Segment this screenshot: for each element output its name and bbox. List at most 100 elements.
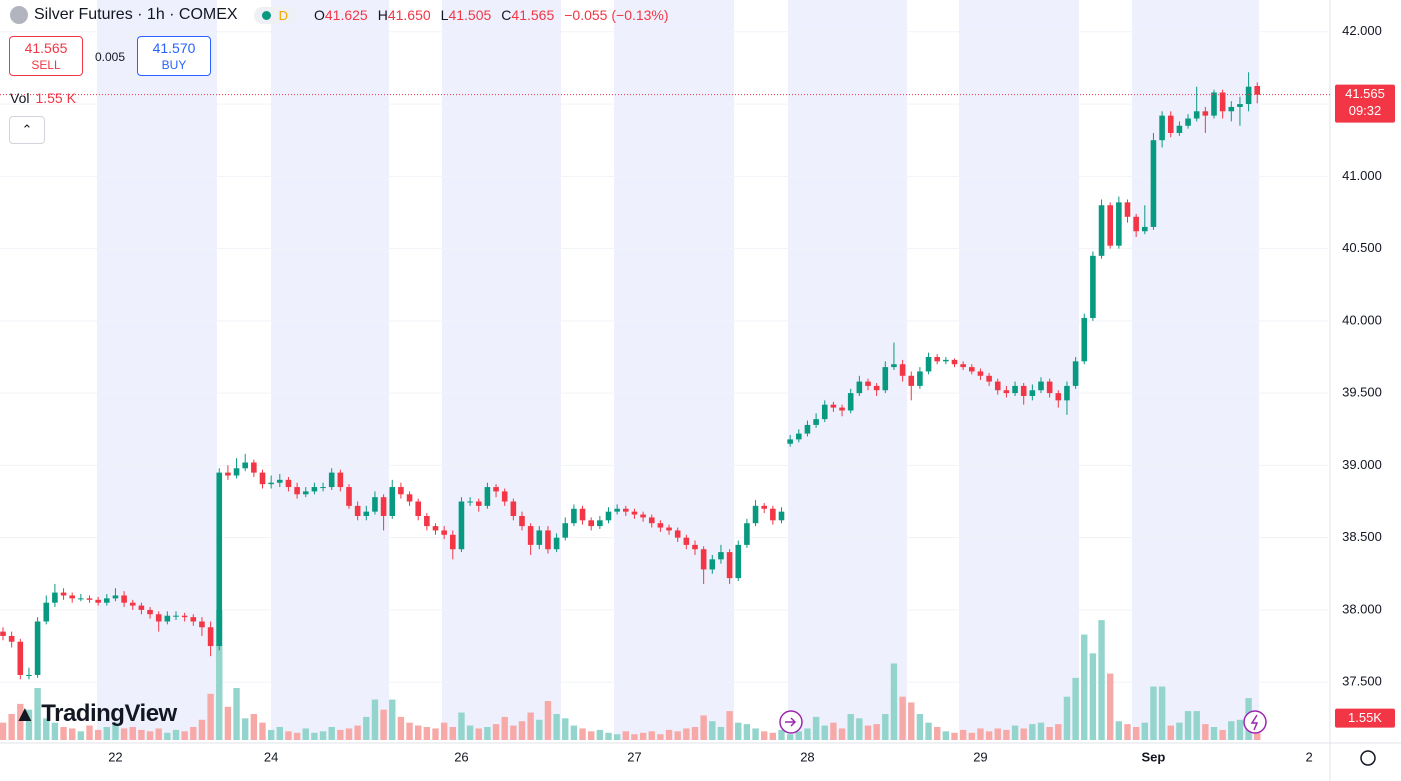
volume-bar <box>25 709 33 740</box>
brand: ▲ TradingView <box>14 700 177 728</box>
candle-body <box>354 505 361 516</box>
volume-bar <box>1202 724 1209 740</box>
candle-body <box>467 501 473 503</box>
header: Silver Futures · 1h · COMEX D O41.625 H41… <box>10 6 669 24</box>
market-status[interactable]: D <box>253 6 296 24</box>
volume-bar <box>1115 721 1123 740</box>
volume-bar <box>198 719 206 740</box>
volume-bar <box>440 722 448 740</box>
settings-icon[interactable] <box>1360 750 1376 766</box>
sell-button[interactable]: 41.565 SELL <box>9 36 83 76</box>
volume-bar <box>847 714 854 740</box>
volume-bar <box>259 722 266 740</box>
volume-bar <box>622 731 629 740</box>
symbol[interactable]: Silver Futures · 1h · COMEX <box>34 6 238 23</box>
y-tick-label: 41.000 <box>1342 168 1382 183</box>
candle-body <box>424 515 430 527</box>
candle-body <box>104 598 110 603</box>
volume-bar <box>458 712 465 740</box>
volume-bar <box>743 724 751 740</box>
axes: 37.500 38.000 38.500 39.000 39.500 40.000 40.5… <box>0 23 1395 764</box>
volume-bar <box>631 734 638 740</box>
collapse-button[interactable]: ⌃ <box>9 116 45 144</box>
volume-bar <box>423 727 431 740</box>
candle-body <box>1020 385 1027 397</box>
volume-bar <box>1141 722 1148 740</box>
event-icon[interactable] <box>1243 710 1267 734</box>
candle-body <box>787 439 793 444</box>
candle-body <box>129 602 136 606</box>
candle-body <box>112 595 119 599</box>
volume-bar <box>795 731 802 740</box>
volume-bar <box>951 732 958 740</box>
volume-bar <box>319 731 327 740</box>
volume-bar <box>657 734 664 740</box>
event-icon-glyph <box>785 717 797 727</box>
candle-body <box>1167 115 1174 133</box>
volume-bar <box>501 716 508 740</box>
candle-body <box>52 592 58 603</box>
candle-body <box>994 381 1001 391</box>
volume-bar <box>838 728 846 740</box>
volume-bar <box>761 731 768 740</box>
candle-body <box>951 359 958 365</box>
volume-bar <box>544 701 552 740</box>
candle-body <box>579 508 586 521</box>
volume-bar <box>337 729 344 740</box>
ohlc-item: C41.565 <box>501 7 554 23</box>
candle-body <box>1124 202 1131 217</box>
candle-body <box>562 523 569 538</box>
candle-body <box>960 364 966 368</box>
volume-bar <box>43 718 50 740</box>
candle-body <box>1003 390 1010 394</box>
candle-body <box>493 487 499 492</box>
volume-bar <box>674 731 681 740</box>
ohlc-key: L <box>440 7 449 23</box>
candle-body <box>536 530 543 545</box>
volume-bar <box>985 731 993 740</box>
candle-body <box>752 505 759 524</box>
candle-body <box>173 615 179 617</box>
buy-button[interactable]: 41.570 BUY <box>137 36 211 76</box>
candle-body <box>917 371 923 386</box>
volume-bar <box>882 714 889 740</box>
candle-body <box>770 508 776 521</box>
candle-body <box>1072 361 1079 386</box>
candle-body <box>908 375 915 386</box>
candle-body <box>709 559 716 570</box>
candle-body <box>925 356 932 372</box>
volume-bar <box>1107 673 1114 740</box>
volume-bar <box>527 712 534 740</box>
candle-body <box>934 356 940 362</box>
x-tick-label: 2 <box>1306 749 1313 764</box>
candle-body <box>623 508 629 512</box>
candle-body <box>1116 202 1122 246</box>
candle-body <box>1090 255 1096 318</box>
volume-bar <box>648 731 655 740</box>
candle-body <box>475 501 482 506</box>
session-band <box>271 0 389 740</box>
candle-body <box>830 404 837 408</box>
candle-body <box>199 621 205 628</box>
candle-body <box>207 627 214 647</box>
volume-bar <box>345 728 353 740</box>
candle-body <box>614 508 620 512</box>
candle-body <box>856 381 863 394</box>
candle-body <box>1133 216 1139 232</box>
candle-body <box>1012 385 1018 394</box>
ohlc-key: O <box>314 7 325 23</box>
price-tag-value: 41.565 <box>1345 86 1385 101</box>
volume-bar <box>605 732 612 740</box>
sell-price: 41.565 <box>24 40 68 56</box>
volume-bar <box>224 706 232 740</box>
status-dot <box>261 10 271 20</box>
candle-body <box>674 530 681 538</box>
volume-bar <box>69 728 76 740</box>
volume-bar <box>562 718 569 740</box>
volume-bar <box>8 714 15 740</box>
candle-body <box>216 472 223 647</box>
volume-bar <box>1228 721 1235 740</box>
candle-body <box>882 367 889 391</box>
volume-bar <box>890 663 898 740</box>
